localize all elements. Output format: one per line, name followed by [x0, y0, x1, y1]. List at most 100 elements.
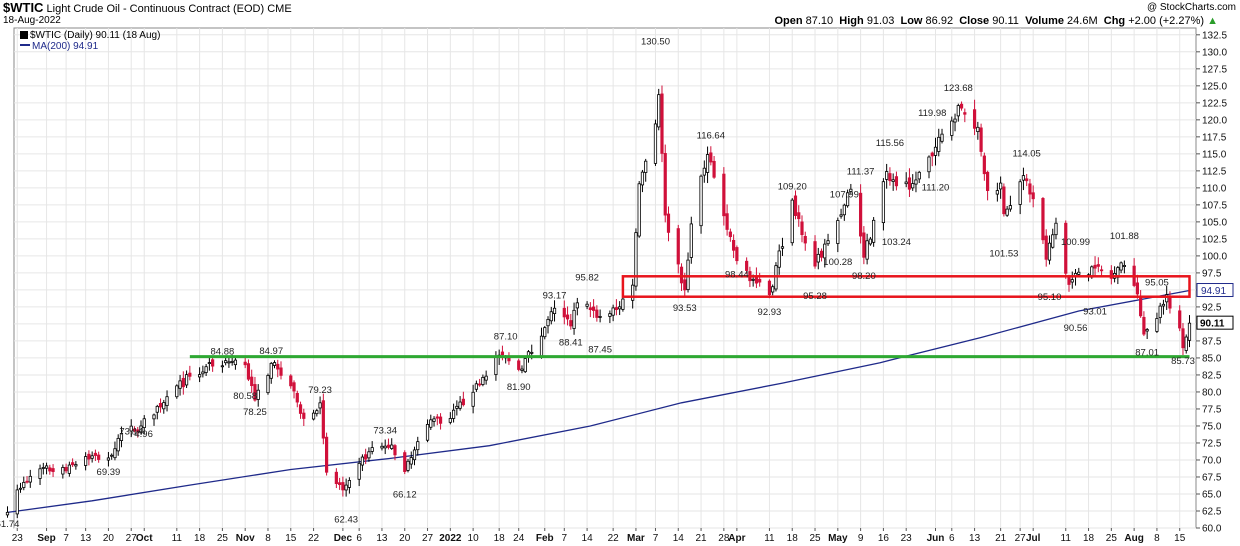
ma200-line [7, 289, 1190, 514]
candle-body [357, 462, 361, 480]
candle-body [575, 302, 579, 309]
x-tick-label: 6 [356, 533, 362, 544]
candle-body [84, 456, 88, 466]
candle-body [995, 190, 999, 195]
x-tick-label: 21 [995, 533, 1007, 544]
candle-body [982, 155, 986, 175]
candle-body [640, 171, 645, 186]
candle-body [813, 241, 817, 267]
x-tick-label: Jun [927, 533, 945, 544]
x-tick-label: Mar [627, 533, 645, 544]
point-label: 101.53 [989, 248, 1018, 259]
point-label: 62.43 [334, 514, 358, 525]
candle-body [631, 284, 635, 301]
candle-body [370, 447, 374, 452]
candle-body [686, 259, 690, 291]
x-tick-label: 22 [608, 533, 620, 544]
candle-body [963, 112, 967, 115]
candle-body [865, 240, 869, 260]
candle-body [679, 266, 684, 284]
candle-body [315, 410, 319, 415]
candle-body [1099, 269, 1104, 272]
candle-body [539, 335, 544, 357]
point-label: 111.37 [847, 167, 875, 178]
candle-body [520, 368, 524, 371]
candle-body [709, 152, 713, 163]
watermark: @ StockCharts.com [1146, 2, 1236, 13]
candle-body [155, 405, 159, 413]
candle-body [113, 448, 117, 459]
candle-body [243, 361, 247, 366]
candle-body [295, 393, 299, 403]
candle-body [800, 221, 804, 236]
candle-body [451, 409, 456, 419]
resistance-box [621, 275, 1191, 298]
candle-body [894, 176, 899, 187]
point-label: 74.96 [129, 429, 153, 440]
x-tick-label: 11 [1061, 533, 1072, 544]
candle-body [1155, 318, 1159, 332]
candle-body [198, 374, 202, 378]
candle-body [302, 412, 306, 419]
x-tick-label: 23 [12, 533, 24, 544]
candle-body [1178, 310, 1182, 329]
candle-body [549, 311, 553, 322]
point-label: 87.10 [494, 332, 518, 343]
point-label: 98.20 [852, 271, 876, 282]
y-tick-label: 107.5 [1202, 200, 1227, 211]
x-tick-label: Apr [728, 533, 745, 544]
y-tick-label: 85.0 [1202, 353, 1222, 364]
candle-body [458, 401, 462, 409]
candle-body [1142, 316, 1146, 335]
candle-body [644, 160, 648, 173]
candle-body [276, 363, 280, 370]
candle-body [334, 471, 338, 484]
x-tick-label: 18 [1083, 533, 1095, 544]
x-tick-label: Dec [334, 533, 353, 544]
candle-body [523, 358, 527, 373]
candle-body [435, 416, 439, 419]
y-tick-label: 132.5 [1202, 30, 1227, 41]
candle-body [663, 153, 667, 216]
candle-body [500, 351, 505, 356]
point-label: 88.41 [559, 338, 583, 349]
candle-body [425, 424, 430, 441]
x-tick-label: 13 [376, 533, 388, 544]
candle-body [745, 260, 749, 271]
x-tick-label: 24 [513, 533, 525, 544]
x-tick-label: May [828, 533, 848, 544]
point-label: 87.01 [1135, 347, 1159, 358]
x-tick-label: 16 [878, 533, 890, 544]
candle-body [585, 303, 589, 307]
candle-body [751, 278, 755, 281]
candle-body [836, 220, 840, 244]
candle-body [390, 444, 394, 449]
candle-body [614, 307, 618, 311]
candle-body [911, 183, 915, 189]
candle-body [732, 239, 736, 251]
point-label: 115.56 [876, 138, 904, 149]
chart-date: 18-Aug-2022 [3, 15, 61, 26]
candle-body [819, 250, 824, 258]
point-label: 78.25 [243, 407, 267, 418]
point-label: 123.68 [944, 83, 973, 94]
candle-body [25, 480, 29, 483]
x-tick-label: Feb [536, 533, 554, 544]
candle-body [279, 367, 283, 376]
candle-body [1031, 192, 1035, 200]
candle-body [595, 309, 599, 318]
candle-body [139, 425, 143, 433]
candle-body [455, 405, 459, 409]
candle-body [803, 236, 807, 244]
candle-body [61, 467, 65, 475]
symbol: $WTIC [3, 0, 44, 15]
candle-body [562, 307, 566, 318]
candle-body [618, 306, 622, 310]
candle-body [1187, 322, 1192, 341]
candle-body [321, 400, 325, 439]
candle-body [220, 365, 224, 368]
candle-body [481, 377, 485, 385]
x-tick-label: 23 [901, 533, 913, 544]
candle-body [914, 179, 918, 185]
x-tick-label: 11 [172, 533, 183, 544]
